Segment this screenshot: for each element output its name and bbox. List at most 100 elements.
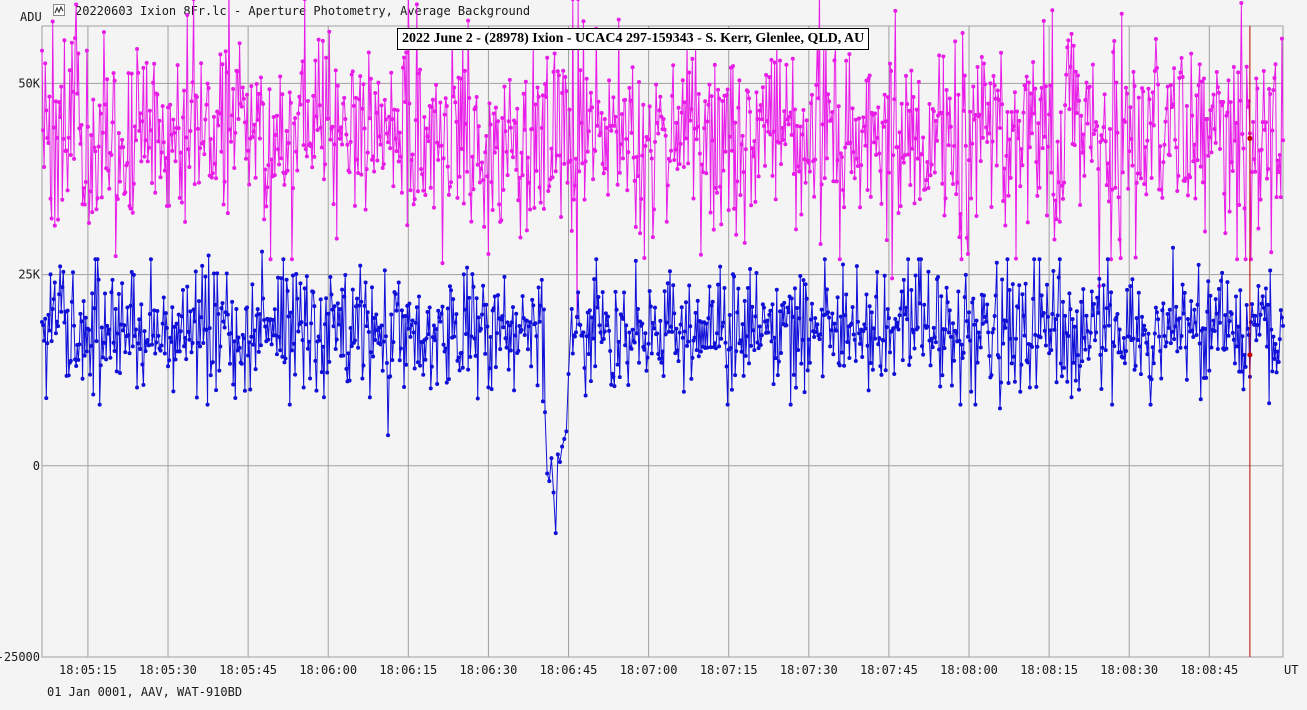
- data-point: [1253, 169, 1258, 174]
- data-point: [1215, 346, 1220, 351]
- data-point: [434, 82, 439, 87]
- data-point: [788, 110, 793, 115]
- data-point: [411, 202, 416, 207]
- data-point: [1089, 158, 1094, 163]
- data-point: [771, 382, 776, 387]
- data-point: [1153, 36, 1158, 41]
- data-point: [182, 88, 187, 93]
- data-point: [484, 302, 489, 307]
- data-point: [276, 275, 281, 280]
- data-point: [358, 74, 363, 79]
- data-point: [1105, 257, 1110, 262]
- data-point: [484, 133, 489, 138]
- data-point: [549, 456, 554, 461]
- data-point: [534, 168, 539, 173]
- data-point: [784, 62, 789, 67]
- data-point: [388, 146, 393, 151]
- data-point: [288, 100, 293, 105]
- data-point: [637, 360, 641, 365]
- data-point: [232, 166, 237, 171]
- data-point: [413, 320, 418, 325]
- data-point: [1133, 363, 1138, 368]
- data-point: [745, 285, 750, 290]
- data-point: [949, 171, 954, 176]
- lightcurve-app-icon[interactable]: [53, 4, 65, 16]
- data-point: [1165, 84, 1170, 89]
- data-point: [174, 321, 179, 326]
- data-point: [266, 163, 271, 168]
- data-point: [186, 329, 191, 334]
- data-point: [853, 117, 858, 122]
- data-point: [572, 183, 577, 188]
- data-point: [634, 331, 639, 336]
- data-point: [45, 341, 50, 346]
- data-point: [133, 327, 138, 332]
- data-point: [897, 130, 902, 135]
- data-point: [1087, 344, 1092, 349]
- data-point: [867, 304, 872, 309]
- data-point: [1058, 361, 1063, 366]
- data-point: [672, 311, 677, 316]
- data-point: [742, 299, 747, 304]
- data-point: [891, 153, 896, 158]
- data-point: [218, 344, 223, 349]
- data-point: [770, 173, 775, 178]
- data-point: [711, 227, 716, 232]
- data-point: [1014, 256, 1018, 261]
- data-point: [352, 203, 357, 208]
- data-point: [148, 257, 153, 262]
- data-point: [147, 311, 152, 316]
- data-point: [1224, 113, 1229, 118]
- data-point: [274, 113, 279, 118]
- data-point: [904, 305, 908, 310]
- data-point: [657, 356, 662, 361]
- y-tick-label: 25K: [18, 268, 40, 282]
- data-point: [1089, 289, 1094, 294]
- data-point: [770, 302, 775, 307]
- data-point: [975, 360, 980, 365]
- data-point: [684, 136, 688, 141]
- data-point: [947, 96, 952, 101]
- data-point: [177, 349, 182, 354]
- data-point: [1016, 305, 1021, 310]
- data-point: [1135, 338, 1140, 343]
- data-point: [965, 334, 970, 339]
- data-point: [1214, 311, 1219, 316]
- data-point: [288, 310, 293, 315]
- data-point: [471, 284, 476, 289]
- data-point: [1208, 293, 1213, 298]
- data-point: [831, 179, 836, 184]
- data-point: [609, 128, 614, 133]
- data-point: [613, 289, 618, 294]
- data-point: [647, 289, 652, 294]
- data-point: [298, 102, 303, 107]
- data-point: [875, 135, 880, 140]
- data-point: [739, 142, 744, 147]
- data-point: [391, 184, 396, 189]
- data-point: [186, 147, 191, 152]
- data-point: [661, 117, 666, 122]
- data-point: [865, 343, 870, 348]
- data-point: [673, 147, 678, 152]
- data-point: [95, 257, 100, 262]
- data-point: [247, 182, 252, 187]
- data-point: [182, 344, 187, 349]
- data-point: [1104, 183, 1109, 188]
- data-point: [677, 330, 682, 335]
- data-point: [472, 336, 477, 341]
- data-point: [405, 223, 410, 228]
- data-point: [763, 163, 768, 168]
- data-point: [997, 406, 1002, 411]
- data-point: [240, 85, 245, 90]
- data-point: [99, 195, 104, 200]
- data-point: [1241, 387, 1246, 392]
- data-point: [836, 104, 841, 109]
- data-point: [659, 360, 664, 365]
- data-point: [190, 341, 195, 346]
- data-point: [516, 198, 521, 203]
- data-point: [1141, 332, 1146, 337]
- data-point: [1051, 192, 1056, 197]
- data-point: [336, 128, 341, 133]
- data-point: [791, 171, 796, 176]
